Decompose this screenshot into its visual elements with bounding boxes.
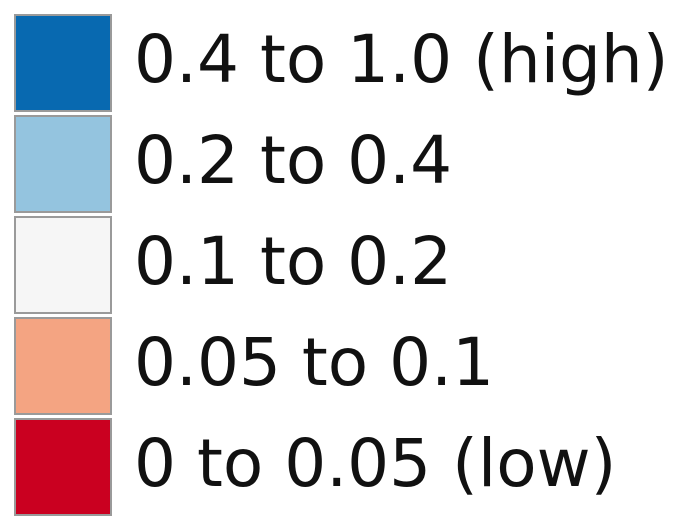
legend-label-high: 0.4 to 1.0 (high) xyxy=(134,21,669,98)
legend-item-high: 0.4 to 1.0 (high) xyxy=(12,14,682,115)
legend-label-0-1-to-0-2: 0.1 to 0.2 xyxy=(134,223,453,300)
legend-item-low: 0 to 0.05 (low) xyxy=(12,418,682,519)
legend-item-0-05-to-0-1: 0.05 to 0.1 xyxy=(12,317,682,418)
legend-item-0-2-to-0-4: 0.2 to 0.4 xyxy=(12,115,682,216)
legend-swatch-high xyxy=(14,14,112,112)
legend-label-0-05-to-0-1: 0.05 to 0.1 xyxy=(134,324,495,401)
legend-swatch-0-1-to-0-2 xyxy=(14,216,112,314)
legend-label-0-2-to-0-4: 0.2 to 0.4 xyxy=(134,122,453,199)
color-legend: 0.4 to 1.0 (high) 0.2 to 0.4 0.1 to 0.2 … xyxy=(12,14,682,519)
legend-item-0-1-to-0-2: 0.1 to 0.2 xyxy=(12,216,682,317)
legend-swatch-0-05-to-0-1 xyxy=(14,317,112,415)
legend-swatch-low xyxy=(14,418,112,516)
legend-swatch-0-2-to-0-4 xyxy=(14,115,112,213)
legend-label-low: 0 to 0.05 (low) xyxy=(134,425,617,502)
